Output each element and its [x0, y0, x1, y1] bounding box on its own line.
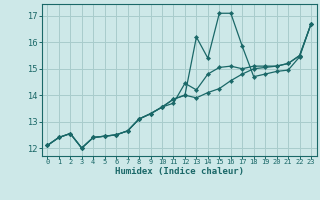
X-axis label: Humidex (Indice chaleur): Humidex (Indice chaleur): [115, 167, 244, 176]
